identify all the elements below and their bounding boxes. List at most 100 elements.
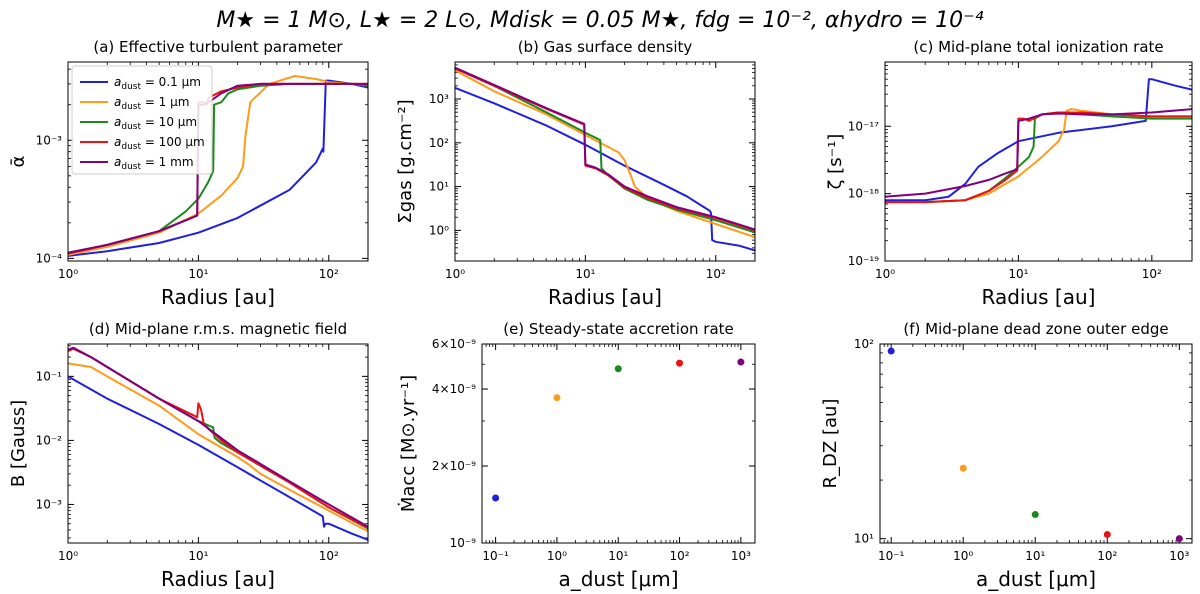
panel-title: (a) Effective turbulent parameter	[93, 38, 343, 56]
data-point-1	[887, 347, 895, 355]
panel-2: (b) Gas surface density 10⁰ 10¹ 10² 10⁰ 10¹ 10…	[395, 38, 756, 309]
series-line-a-dust-1-m	[885, 108, 1192, 204]
panel-title: (f) Mid-plane dead zone outer edge	[903, 320, 1168, 338]
data-point-5	[1175, 535, 1183, 543]
data-point-2	[959, 464, 967, 472]
y-axis-label: Σgas [g.cm⁻²]	[395, 99, 416, 223]
series-line-a-dust-1-m	[68, 362, 368, 533]
x-axis-label: Radius [au]	[548, 285, 662, 309]
series-line-a-dust-0-1-m	[68, 79, 368, 257]
x-tick-label: 10⁰	[58, 267, 78, 281]
y-tick-label: 10⁰	[429, 223, 449, 237]
legend-entry-1: adust = 0.1 μm	[114, 75, 201, 92]
series-line-a-dust-10-m	[455, 67, 755, 234]
series-line-a-dust-1-m	[455, 69, 755, 239]
data-point-3	[1031, 511, 1039, 519]
y-tick-label: 4×10⁻⁹	[432, 382, 476, 396]
panel-1: (a) Effective turbulent parameter 10⁰ 10¹ 1…	[8, 38, 369, 309]
data-point-4	[1103, 531, 1111, 539]
series-line-a-dust-0-1-m	[885, 78, 1192, 202]
plot-area	[887, 347, 1183, 543]
y-tick-label: 10²	[429, 136, 449, 150]
panel-title: (b) Gas surface density	[518, 38, 693, 56]
y-tick-label: 10⁻⁴	[36, 251, 63, 265]
panel-frame	[67, 343, 369, 544]
panel-frame	[67, 61, 369, 262]
y-tick-label: 10⁻⁹	[450, 536, 477, 550]
panel-title: (d) Mid-plane r.m.s. magnetic field	[89, 320, 347, 338]
series-line-a-dust-1-mm	[68, 346, 368, 528]
y-tick-label: 10²	[854, 337, 874, 351]
y-tick-label: 10¹	[429, 180, 449, 194]
panel-title: (e) Steady-state accretion rate	[503, 320, 734, 338]
x-tick-label: 10⁻¹	[482, 549, 509, 563]
x-tick-label: 10³	[731, 549, 751, 563]
x-tick-label: 10⁰	[875, 267, 895, 281]
series-line-a-dust-100-m	[885, 111, 1192, 204]
x-tick-label: 10⁰	[547, 549, 567, 563]
x-axis-label: Radius [au]	[161, 567, 275, 591]
y-tick-label: 10⁻¹⁸	[848, 187, 879, 201]
series-line-a-dust-0-1-m	[455, 86, 755, 252]
x-tick-label: 10¹	[188, 549, 208, 563]
x-tick-label: 10²	[706, 267, 726, 281]
x-tick-label: 10¹	[575, 267, 595, 281]
plot-area	[455, 66, 755, 252]
data-point-4	[676, 359, 684, 367]
y-tick-label: 10³	[429, 92, 449, 106]
y-tick-label: 10¹	[854, 532, 874, 546]
y-tick-label: 10⁻¹⁷	[848, 119, 879, 133]
data-point-2	[553, 394, 561, 402]
series-line-a-dust-1-mm	[455, 66, 755, 231]
y-axis-label: ζ [s⁻¹]	[825, 134, 846, 190]
y-tick-label: 10⁻¹	[36, 369, 63, 383]
x-tick-label: 10¹	[1008, 267, 1028, 281]
x-tick-label: 10³	[1169, 549, 1189, 563]
data-point-1	[492, 494, 500, 502]
x-axis-label: Radius [au]	[161, 285, 275, 309]
y-tick-label: 10⁻³	[36, 133, 63, 147]
x-tick-label: 10⁰	[58, 549, 78, 563]
y-axis-label: ᾱ	[8, 156, 29, 168]
series-line-a-dust-10-m	[885, 111, 1192, 204]
y-tick-label: 2×10⁻⁹	[432, 459, 476, 473]
legend-entry-3: adust = 10 μm	[114, 115, 197, 132]
panel-6: (f) Mid-plane dead zone outer edge 10⁻¹ 10…	[820, 320, 1193, 591]
x-tick-label: 10⁻¹	[878, 549, 905, 563]
x-axis-label: a_dust [μm]	[558, 567, 678, 591]
x-tick-label: 10²	[1142, 267, 1162, 281]
y-axis-label: R_DZ [au]	[820, 399, 841, 489]
plot-area	[492, 358, 745, 502]
y-axis-label: Ṁacc [M⊙.yr⁻¹]	[398, 375, 419, 512]
series-line-a-dust-0-1-m	[68, 375, 368, 541]
panel-title: (c) Mid-plane total ionization rate	[913, 38, 1163, 56]
data-point-5	[737, 358, 745, 366]
y-axis-label: B [Gauss]	[8, 400, 29, 487]
y-tick-label: 6×10⁻⁹	[432, 337, 476, 351]
legend-entry-5: adust = 1 mm	[114, 155, 194, 172]
plot-area	[68, 346, 368, 541]
series-line-a-dust-100-m	[455, 67, 755, 232]
x-tick-label: 10²	[319, 549, 339, 563]
panel-frame	[454, 61, 756, 262]
series-line-a-dust-1-mm	[885, 108, 1192, 198]
figure-suptitle: M★ = 1 M⊙, L★ = 2 L⊙, Mdisk = 0.05 M★, f…	[216, 8, 983, 33]
x-tick-label: 10¹	[1025, 549, 1045, 563]
panel-5: (e) Steady-state accretion rate 10⁻¹ 10⁰ 10…	[398, 320, 756, 591]
panel-frame	[879, 343, 1193, 544]
plot-area	[68, 75, 368, 257]
data-point-3	[614, 365, 622, 373]
y-tick-label: 10⁻³	[36, 497, 63, 511]
panel-4: (d) Mid-plane r.m.s. magnetic field 10⁰ 10…	[8, 320, 369, 591]
panel-frame	[481, 343, 756, 544]
legend: adust = 0.1 μm adust = 1 μm adust = 10 μm a…	[71, 65, 213, 175]
x-axis-label: a_dust [μm]	[976, 567, 1096, 591]
x-tick-label: 10¹	[188, 267, 208, 281]
y-tick-label: 10⁻¹⁹	[848, 254, 879, 268]
x-axis-label: Radius [au]	[982, 285, 1096, 309]
x-tick-label: 10⁰	[953, 549, 973, 563]
legend-frame	[71, 65, 213, 175]
x-tick-label: 10⁰	[445, 267, 465, 281]
plot-area	[885, 78, 1192, 204]
